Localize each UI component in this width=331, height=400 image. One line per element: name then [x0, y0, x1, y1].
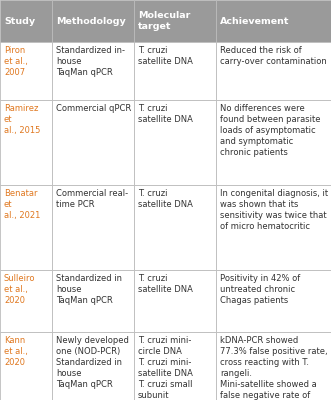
Text: Positivity in 42% of
untreated chronic
Chagas patients: Positivity in 42% of untreated chronic C…	[220, 274, 300, 305]
Bar	[52, 42, 134, 100]
Text: T. cruzi mini-
circle DNA
T. cruzi mini-
satellite DNA
T. cruzi small
subunit
ri: T. cruzi mini- circle DNA T. cruzi mini-…	[138, 336, 193, 400]
Bar	[52, 270, 134, 332]
Text: Standardized in
house
TaqMan qPCR: Standardized in house TaqMan qPCR	[56, 274, 122, 305]
Bar	[134, 185, 216, 270]
Bar	[134, 332, 216, 400]
Text: Methodology: Methodology	[56, 16, 126, 26]
Bar	[134, 270, 216, 332]
Text: Kann
et al.,
2020: Kann et al., 2020	[4, 336, 28, 367]
Bar	[52, 185, 134, 270]
Bar	[52, 100, 134, 185]
Text: Achievement: Achievement	[220, 16, 290, 26]
Text: Molecular
target: Molecular target	[138, 11, 190, 31]
Bar	[0, 0, 52, 42]
Text: Commercial real-
time PCR: Commercial real- time PCR	[56, 189, 128, 209]
Bar	[0, 185, 52, 270]
Text: Ramirez
et
al., 2015: Ramirez et al., 2015	[4, 104, 40, 135]
Text: Reduced the risk of
carry-over contamination: Reduced the risk of carry-over contamina…	[220, 46, 327, 66]
Text: T. cruzi
satellite DNA: T. cruzi satellite DNA	[138, 104, 193, 124]
Bar	[134, 42, 216, 100]
Text: T. cruzi
satellite DNA: T. cruzi satellite DNA	[138, 274, 193, 294]
Bar	[52, 0, 134, 42]
Bar	[216, 185, 331, 270]
Bar	[216, 270, 331, 332]
Bar	[0, 270, 52, 332]
Text: Study: Study	[4, 16, 35, 26]
Text: T. cruzi
satellite DNA: T. cruzi satellite DNA	[138, 46, 193, 66]
Bar	[216, 100, 331, 185]
Text: Commercial qPCR: Commercial qPCR	[56, 104, 131, 113]
Text: In congenital diagnosis, it
was shown that its
sensitivity was twice that
of mic: In congenital diagnosis, it was shown th…	[220, 189, 328, 231]
Text: kDNA-PCR showed
77.3% false positive rate,
cross reacting with T.
rangeli.
Mini-: kDNA-PCR showed 77.3% false positive rat…	[220, 336, 328, 400]
Bar	[216, 0, 331, 42]
Text: Benatar
et
al., 2021: Benatar et al., 2021	[4, 189, 40, 220]
Bar	[134, 100, 216, 185]
Text: Newly developed
one (NOD-PCR)
Standardized in
house
TaqMan qPCR: Newly developed one (NOD-PCR) Standardiz…	[56, 336, 129, 390]
Bar	[52, 332, 134, 400]
Bar	[0, 100, 52, 185]
Bar	[216, 332, 331, 400]
Bar	[0, 332, 52, 400]
Text: Piron
et al.,
2007: Piron et al., 2007	[4, 46, 28, 77]
Bar	[0, 42, 52, 100]
Text: Standardized in-
house
TaqMan qPCR: Standardized in- house TaqMan qPCR	[56, 46, 125, 77]
Bar	[134, 0, 216, 42]
Text: Sulleiro
et al.,
2020: Sulleiro et al., 2020	[4, 274, 35, 305]
Text: No differences were
found between parasite
loads of asymptomatic
and symptomatic: No differences were found between parasi…	[220, 104, 320, 157]
Text: T. cruzi
satellite DNA: T. cruzi satellite DNA	[138, 189, 193, 209]
Bar	[216, 42, 331, 100]
